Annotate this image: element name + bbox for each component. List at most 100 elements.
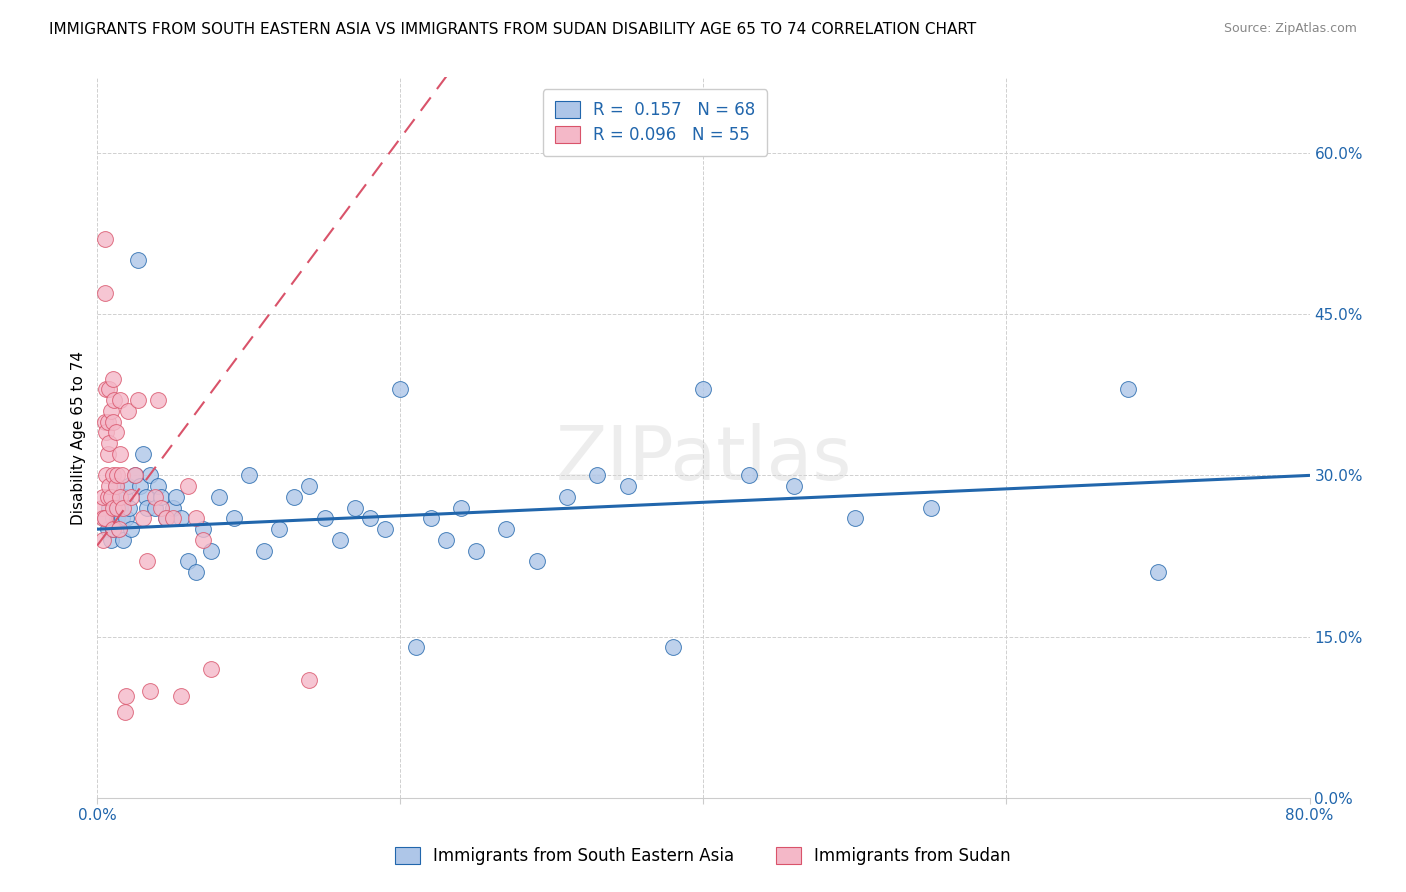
Point — [555, 490, 578, 504]
Point — [100, 490, 122, 504]
Point — [105, 511, 128, 525]
Point — [104, 425, 127, 440]
Text: Source: ZipAtlas.com: Source: ZipAtlas.com — [1223, 22, 1357, 36]
Point — [107, 522, 129, 536]
Point — [450, 500, 472, 515]
Point — [110, 468, 132, 483]
Point — [101, 468, 124, 483]
Point — [374, 522, 396, 536]
Point — [101, 490, 124, 504]
Point — [101, 371, 124, 385]
Legend: R =  0.157   N = 68, R = 0.096   N = 55: R = 0.157 N = 68, R = 0.096 N = 55 — [543, 89, 766, 156]
Point — [143, 490, 166, 504]
Point — [96, 425, 118, 440]
Point — [110, 511, 132, 525]
Point — [434, 533, 457, 547]
Point — [162, 500, 184, 515]
Point — [96, 468, 118, 483]
Point — [100, 533, 122, 547]
Point — [108, 490, 131, 504]
Point — [108, 393, 131, 408]
Legend: Immigrants from South Eastern Asia, Immigrants from Sudan: Immigrants from South Eastern Asia, Immi… — [385, 837, 1021, 875]
Point — [135, 490, 157, 504]
Point — [104, 500, 127, 515]
Point — [143, 500, 166, 515]
Point — [97, 447, 120, 461]
Point — [98, 436, 121, 450]
Point — [1116, 382, 1139, 396]
Point — [207, 490, 229, 504]
Point — [101, 522, 124, 536]
Point — [93, 511, 115, 525]
Point — [298, 673, 321, 687]
Point — [124, 468, 146, 483]
Point — [1147, 565, 1170, 579]
Point — [97, 522, 120, 536]
Point — [105, 468, 128, 483]
Point — [146, 393, 169, 408]
Point — [389, 382, 412, 396]
Point — [298, 479, 321, 493]
Point — [128, 479, 150, 493]
Point — [184, 565, 207, 579]
Point — [193, 522, 215, 536]
Point — [117, 479, 139, 493]
Point — [738, 468, 761, 483]
Point — [105, 500, 128, 515]
Point — [405, 640, 427, 655]
Point — [662, 640, 685, 655]
Point — [94, 232, 117, 246]
Point — [155, 511, 177, 525]
Point — [150, 490, 173, 504]
Point — [200, 543, 222, 558]
Point — [120, 490, 142, 504]
Point — [586, 468, 609, 483]
Point — [177, 479, 200, 493]
Point — [112, 533, 135, 547]
Point — [359, 511, 381, 525]
Text: IMMIGRANTS FROM SOUTH EASTERN ASIA VS IMMIGRANTS FROM SUDAN DISABILITY AGE 65 TO: IMMIGRANTS FROM SOUTH EASTERN ASIA VS IM… — [49, 22, 976, 37]
Point — [692, 382, 714, 396]
Point — [98, 382, 121, 396]
Point — [101, 500, 124, 515]
Point — [132, 511, 155, 525]
Point — [136, 500, 159, 515]
Point — [222, 511, 245, 525]
Point — [118, 500, 141, 515]
Point — [200, 662, 222, 676]
Point — [783, 479, 806, 493]
Point — [100, 404, 122, 418]
Point — [104, 479, 127, 493]
Point — [101, 522, 124, 536]
Point — [108, 500, 131, 515]
Point — [139, 683, 162, 698]
Point — [238, 468, 260, 483]
Point — [97, 415, 120, 429]
Point — [132, 447, 155, 461]
Point — [170, 511, 193, 525]
Point — [177, 554, 200, 568]
Point — [526, 554, 548, 568]
Point — [150, 500, 173, 515]
Text: ZIPatlas: ZIPatlas — [555, 423, 852, 496]
Point — [93, 533, 115, 547]
Point — [94, 511, 117, 525]
Point — [465, 543, 488, 558]
Point — [269, 522, 291, 536]
Point — [94, 415, 117, 429]
Point — [101, 415, 124, 429]
Point — [419, 511, 441, 525]
Point — [127, 393, 149, 408]
Point — [193, 533, 215, 547]
Point — [93, 490, 115, 504]
Point — [844, 511, 866, 525]
Point — [107, 522, 129, 536]
Point — [920, 500, 942, 515]
Point — [495, 522, 517, 536]
Y-axis label: Disability Age 65 to 74: Disability Age 65 to 74 — [72, 351, 86, 524]
Point — [94, 511, 117, 525]
Point — [94, 285, 117, 300]
Point — [90, 500, 112, 515]
Point — [115, 511, 138, 525]
Point — [146, 479, 169, 493]
